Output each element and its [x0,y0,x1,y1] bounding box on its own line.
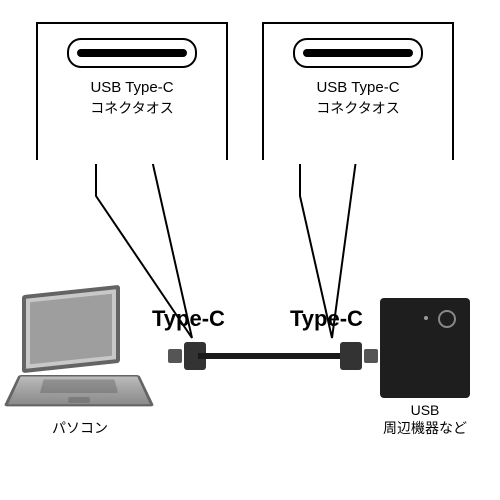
usb-c-plug-right-icon [340,342,378,370]
device-caption: USB 周辺機器など [370,402,480,438]
device-caption-line1: USB [411,402,440,418]
callout-right-label1: USB Type-C [264,78,452,98]
cable-line-icon [198,353,348,359]
callout-right: USB Type-C コネクタオス [262,22,454,160]
usb-c-port-icon [67,38,197,68]
type-c-label-left: Type-C [152,306,225,332]
callout-left-label2: コネクタオス [38,98,226,118]
callout-left: USB Type-C コネクタオス [36,22,228,160]
laptop-icon [12,290,152,416]
type-c-label-right: Type-C [290,306,363,332]
usb-c-port-icon [293,38,423,68]
peripheral-device-icon [380,298,470,398]
cable-icon [168,335,378,375]
device-caption-line2: 周辺機器など [383,420,467,436]
laptop-caption: パソコン [20,418,140,438]
callout-left-label1: USB Type-C [38,78,226,98]
callout-right-label2: コネクタオス [264,98,452,118]
